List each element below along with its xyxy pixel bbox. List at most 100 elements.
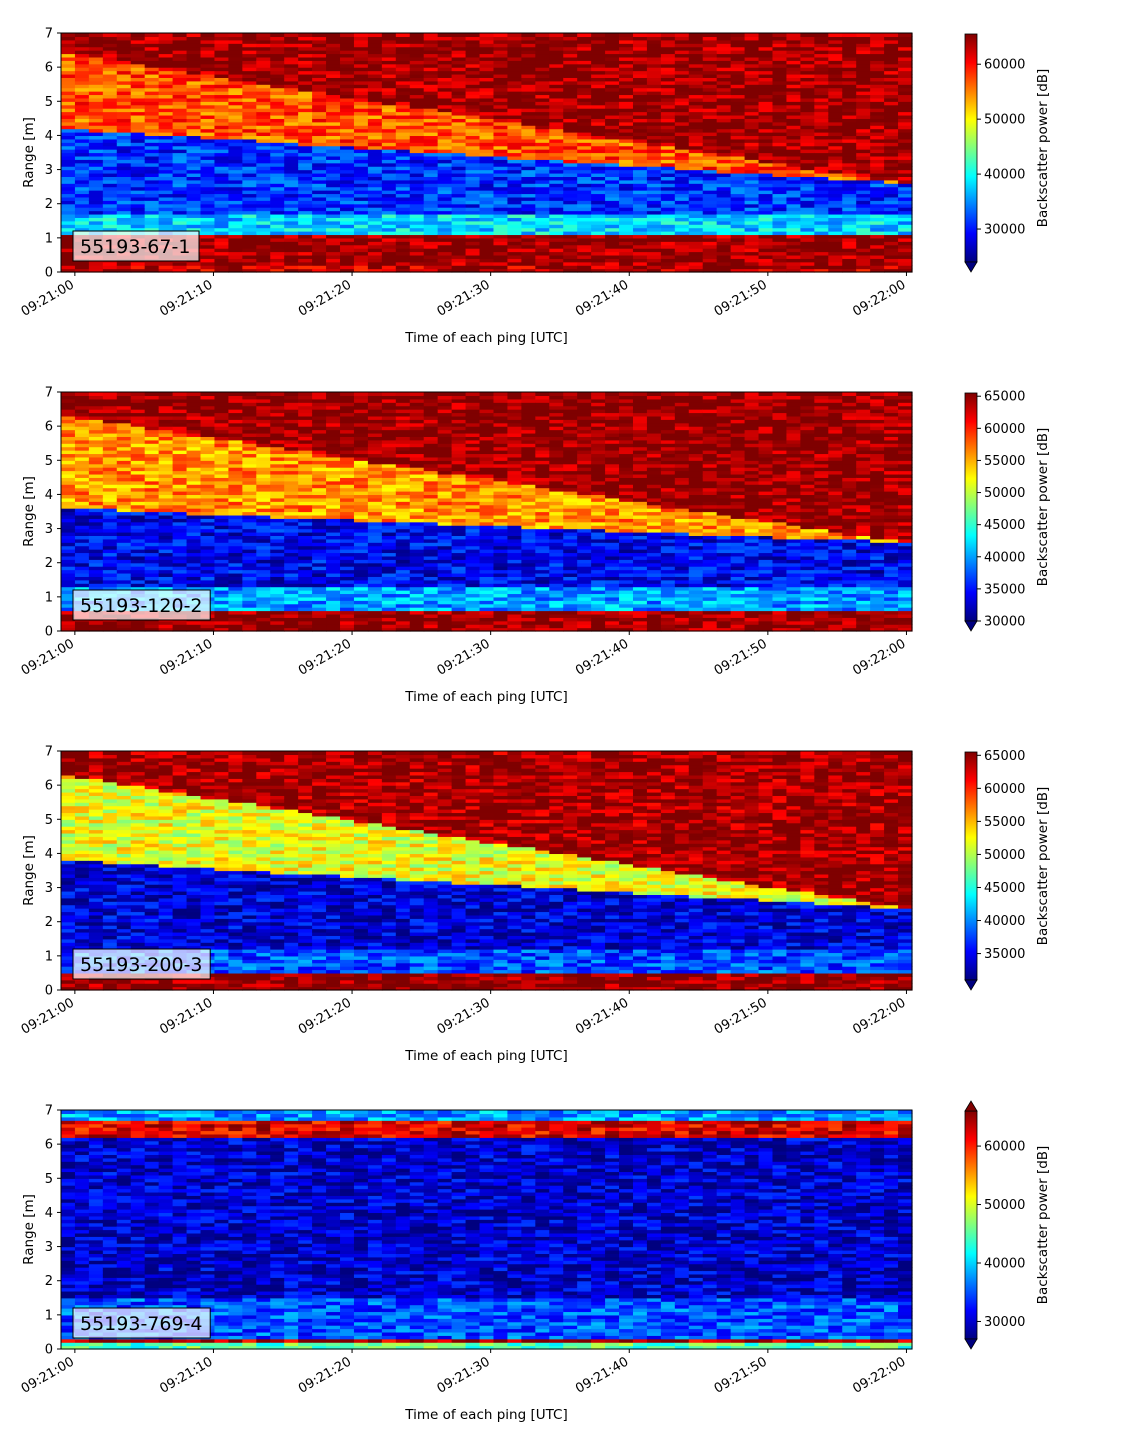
heatmap-cell — [660, 91, 676, 96]
heatmap-cell — [884, 186, 899, 191]
heatmap-cell — [88, 166, 104, 171]
heatmap-cell — [619, 162, 634, 167]
heatmap-cell — [61, 491, 76, 496]
heatmap-cell — [409, 84, 425, 89]
heatmap-cell — [102, 80, 118, 85]
heatmap-cell — [214, 108, 230, 113]
heatmap-cell — [409, 145, 425, 150]
heatmap-cell — [632, 244, 648, 249]
heatmap-cell — [660, 43, 676, 48]
heatmap-cell — [800, 138, 815, 143]
heatmap-cell — [632, 210, 648, 215]
heatmap-cell — [312, 73, 327, 78]
heatmap-cell — [856, 104, 871, 109]
heatmap-cell — [493, 248, 509, 253]
heatmap-cell — [828, 73, 843, 78]
heatmap-cell — [367, 97, 383, 102]
heatmap-cell — [828, 268, 843, 273]
heatmap-cell — [242, 193, 257, 198]
heatmap-cell — [535, 193, 550, 198]
heatmap-cell — [674, 155, 690, 160]
heatmap-cell — [256, 155, 271, 160]
heatmap-cell — [577, 73, 592, 78]
heatmap-cell — [130, 508, 146, 513]
heatmap-cell — [172, 477, 188, 482]
heatmap-cell — [88, 132, 104, 137]
heatmap-cell — [884, 77, 899, 82]
heatmap-cell — [381, 108, 397, 113]
heatmap-cell — [744, 73, 760, 78]
heatmap-cell — [730, 118, 746, 123]
heatmap-cell — [660, 125, 676, 130]
heatmap-cell — [493, 210, 509, 215]
heatmap-cell — [479, 265, 495, 270]
heatmap-cell — [619, 159, 634, 164]
heatmap-cell — [256, 200, 271, 205]
heatmap-cell — [214, 138, 230, 143]
heatmap-cell — [842, 60, 857, 65]
heatmap-cell — [186, 142, 202, 147]
heatmap-cell — [577, 203, 592, 208]
heatmap-cell — [74, 50, 90, 55]
heatmap-cell — [619, 97, 634, 102]
heatmap-cell — [186, 166, 202, 171]
heatmap-cell — [577, 84, 592, 89]
heatmap-cell — [716, 159, 732, 164]
heatmap-cell — [688, 53, 704, 58]
heatmap-cell — [549, 200, 564, 205]
heatmap-cell — [814, 155, 829, 160]
heatmap-cell — [591, 101, 606, 106]
heatmap-cell — [786, 53, 801, 58]
heatmap-cell — [312, 70, 327, 75]
heatmap-cell — [88, 135, 104, 140]
heatmap-cell — [535, 142, 550, 147]
heatmap-cell — [842, 63, 857, 68]
heatmap-cell — [451, 169, 467, 174]
heatmap-cell — [521, 203, 536, 208]
heatmap-cell — [535, 73, 550, 78]
heatmap-cell — [326, 67, 341, 72]
heatmap-cell — [102, 268, 118, 273]
heatmap-cell — [284, 142, 299, 147]
heatmap-cell — [186, 494, 202, 499]
heatmap-cell — [116, 453, 132, 458]
heatmap-cell — [367, 87, 383, 92]
heatmap-cell — [116, 70, 132, 75]
heatmap-cell — [88, 480, 104, 485]
heatmap-cell — [381, 196, 397, 201]
heatmap-cell — [800, 196, 815, 201]
heatmap-cell — [814, 111, 829, 116]
heatmap-cell — [423, 200, 439, 205]
heatmap-cell — [507, 108, 522, 113]
heatmap-cell — [353, 80, 369, 85]
heatmap-cell — [577, 258, 592, 263]
heatmap-cell — [353, 217, 369, 222]
heatmap-cell — [688, 70, 704, 75]
heatmap-cell — [772, 149, 788, 154]
heatmap-cell — [367, 104, 383, 109]
heatmap-cell — [493, 53, 509, 58]
heatmap-cell — [646, 200, 662, 205]
heatmap-cell — [632, 179, 648, 184]
heatmap-cell — [577, 145, 592, 150]
heatmap-cell — [102, 190, 118, 195]
heatmap-cell — [814, 128, 829, 133]
heatmap-cell — [395, 101, 411, 106]
heatmap-cell — [298, 207, 313, 212]
heatmap-cell — [367, 118, 383, 123]
heatmap-cell — [884, 33, 899, 38]
heatmap-cell — [270, 213, 285, 218]
heatmap-cell — [758, 101, 774, 106]
heatmap-cell — [353, 73, 369, 78]
heatmap-cell — [116, 224, 132, 229]
heatmap-cell — [61, 600, 76, 605]
heatmap-cell — [591, 196, 606, 201]
heatmap-cell — [102, 624, 118, 629]
heatmap-cell — [646, 261, 662, 266]
heatmap-cell — [298, 142, 313, 147]
heatmap-cell — [284, 84, 299, 89]
heatmap-cell — [535, 258, 550, 263]
heatmap-cell — [116, 542, 132, 547]
heatmap-cell — [493, 190, 509, 195]
heatmap-cell — [353, 132, 369, 137]
